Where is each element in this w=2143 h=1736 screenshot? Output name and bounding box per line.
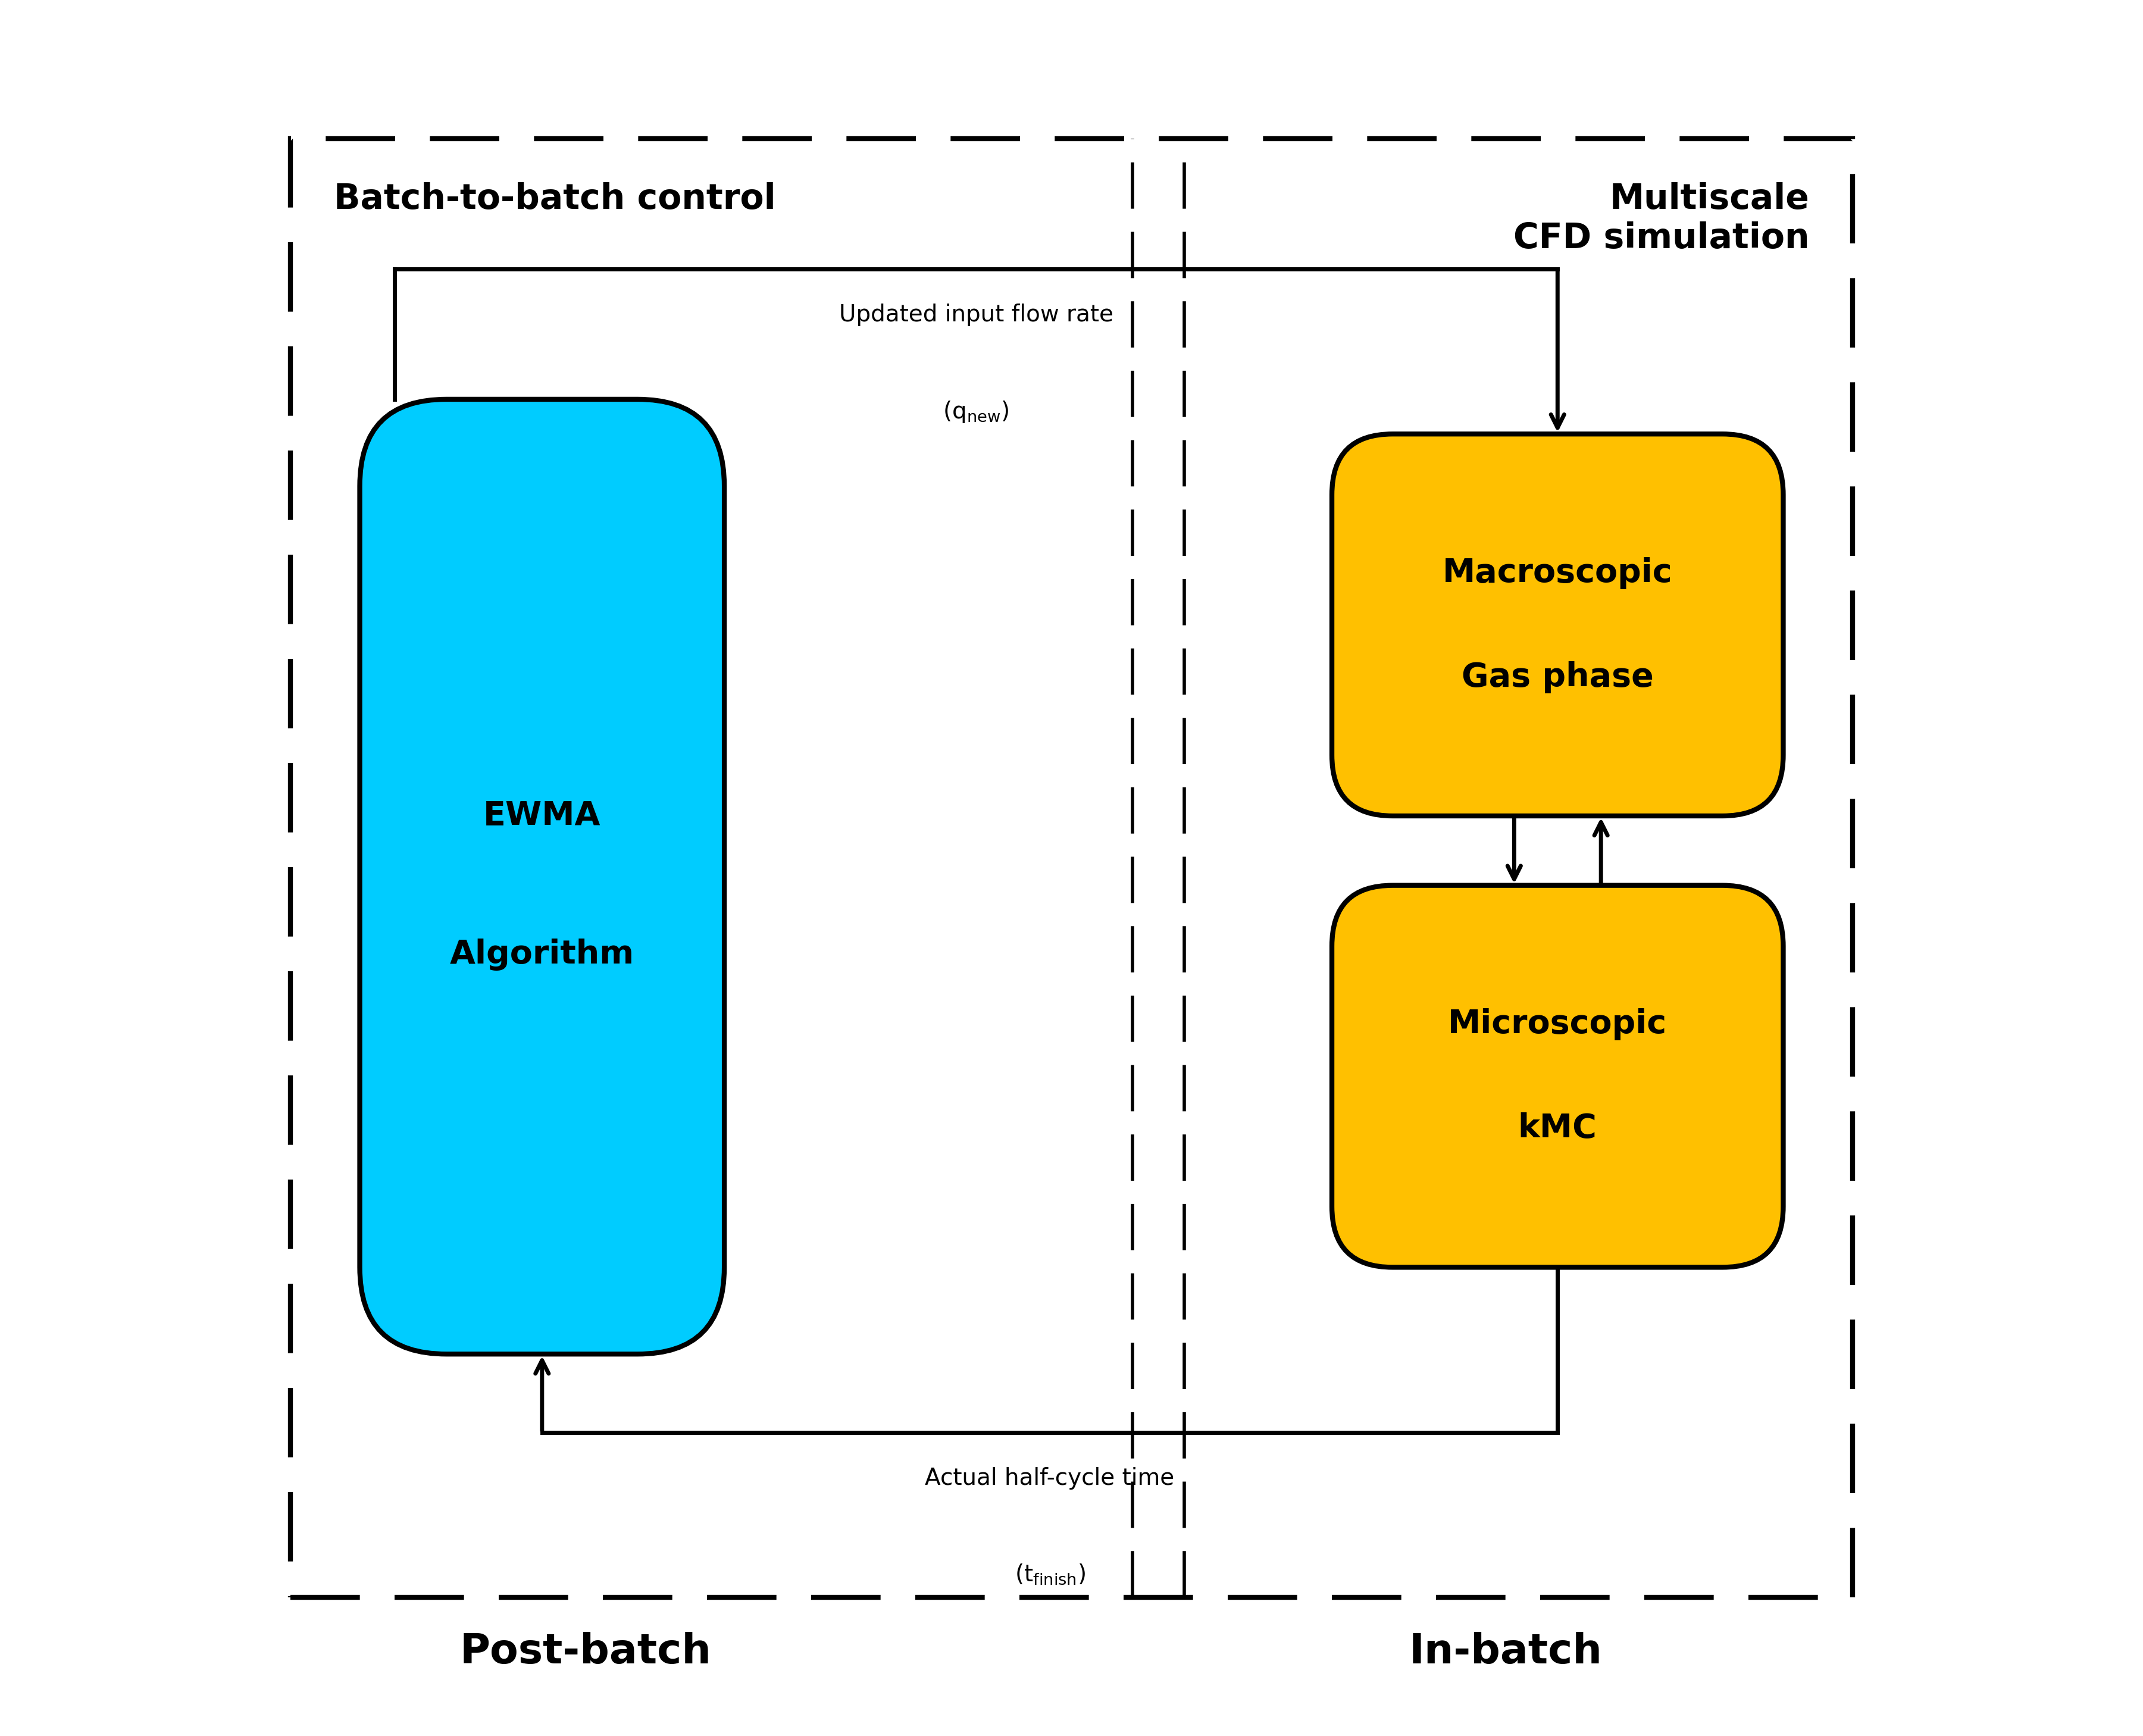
- Bar: [289, 139, 1854, 1597]
- Text: Gas phase: Gas phase: [1462, 661, 1654, 693]
- Text: (t$_{\rm finish}$): (t$_{\rm finish}$): [1014, 1562, 1084, 1587]
- Text: Updated input flow rate: Updated input flow rate: [838, 304, 1112, 326]
- FancyBboxPatch shape: [1333, 434, 1783, 816]
- Text: kMC: kMC: [1517, 1113, 1597, 1144]
- FancyBboxPatch shape: [360, 399, 724, 1354]
- Text: (q$_{\rm new}$): (q$_{\rm new}$): [943, 399, 1009, 424]
- Text: Batch-to-batch control: Batch-to-batch control: [334, 182, 776, 217]
- Text: Microscopic: Microscopic: [1449, 1009, 1667, 1040]
- Text: Algorithm: Algorithm: [450, 939, 634, 970]
- Text: Macroscopic: Macroscopic: [1442, 557, 1672, 589]
- Text: Multiscale
CFD simulation: Multiscale CFD simulation: [1513, 182, 1809, 255]
- Text: In-batch: In-batch: [1408, 1632, 1603, 1672]
- Text: Post-batch: Post-batch: [459, 1632, 711, 1672]
- FancyBboxPatch shape: [1333, 885, 1783, 1267]
- Text: EWMA: EWMA: [484, 800, 600, 832]
- Text: Actual half-cycle time: Actual half-cycle time: [926, 1467, 1174, 1489]
